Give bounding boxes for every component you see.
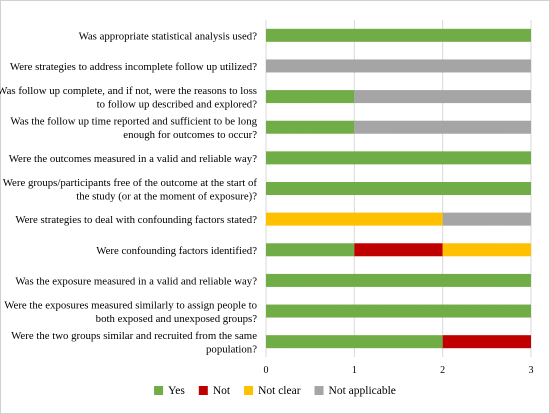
question-label: Was appropriate statistical analysis use…	[79, 30, 258, 42]
bar-segment-not-applicable	[354, 120, 531, 134]
bar-segment-not-applicable	[442, 212, 531, 226]
x-axis-ticks: 0 1 2 3	[264, 365, 534, 376]
bar-segment-yes	[266, 151, 531, 165]
bar-segment-not-applicable	[266, 59, 531, 73]
bar-segment-not	[442, 335, 531, 349]
bar-segment-yes	[266, 182, 531, 195]
bar-segment-not-clear	[442, 243, 531, 257]
legend-swatch-not-applicable	[314, 386, 324, 395]
bar-segment-yes	[266, 243, 355, 257]
legend-swatch-yes	[154, 386, 164, 395]
question-label: Was follow up complete, and if not, were…	[0, 85, 257, 111]
bar-segment-yes	[266, 90, 355, 104]
question-label: Were confounding factors identified?	[96, 245, 257, 257]
bar-segment-not	[354, 243, 443, 257]
bar-segment-yes	[266, 335, 443, 349]
question-label: Were the exposures measured similarly to…	[4, 299, 257, 325]
question-label: Was the exposure measured in a valid and…	[15, 275, 257, 287]
question-label: Was the follow up time reported and suff…	[10, 115, 257, 141]
legend-swatch-not-clear	[244, 386, 254, 395]
question-label: Were the two groups similar and recruite…	[11, 330, 257, 356]
question-label: Were groups/participants free of the out…	[3, 177, 258, 203]
legend-label-yes: Yes	[168, 385, 185, 397]
legend: Yes Not Not clear Not applicable	[154, 385, 396, 397]
question-label: Were strategies to deal with confounding…	[15, 214, 257, 226]
bars	[266, 28, 531, 349]
legend-swatch-not	[198, 386, 208, 395]
bar-segment-yes	[266, 304, 531, 318]
x-tick-label: 1	[352, 365, 357, 376]
bar-segment-yes	[266, 28, 531, 42]
bar-segment-yes	[266, 120, 355, 134]
x-tick-label: 2	[440, 365, 445, 376]
legend-label-not: Not	[213, 385, 231, 397]
bar-segment-not-clear	[266, 212, 443, 226]
question-labels: Was appropriate statistical analysis use…	[0, 30, 258, 355]
x-tick-label: 0	[264, 365, 269, 376]
question-label: Were the outcomes measured in a valid an…	[9, 153, 257, 165]
question-label: Were strategies to address incomplete fo…	[10, 61, 257, 73]
bar-segment-yes	[266, 273, 531, 287]
legend-label-not-clear: Not clear	[258, 385, 301, 397]
legend-label-not-applicable: Not applicable	[329, 385, 396, 397]
x-tick-label: 3	[529, 365, 534, 376]
bar-segment-not-applicable	[354, 90, 531, 104]
